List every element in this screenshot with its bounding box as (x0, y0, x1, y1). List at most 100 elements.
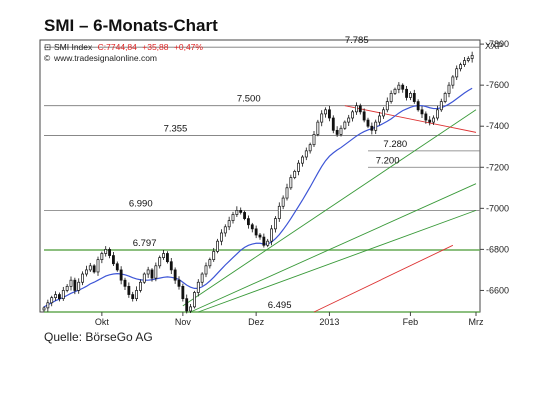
x-tick-label: Mrz (469, 317, 484, 327)
candle-body (112, 255, 115, 265)
candle (131, 291, 135, 302)
candle-body (308, 144, 312, 152)
candle-body (401, 84, 405, 90)
candle (424, 111, 428, 124)
candle-body (231, 214, 235, 221)
candle-body (50, 297, 54, 304)
candle (409, 91, 412, 101)
candle (177, 276, 181, 290)
candle (324, 107, 327, 118)
candle (351, 110, 354, 122)
candle-body (277, 205, 281, 219)
candle-body (69, 279, 73, 287)
level-label: 6.797 (133, 238, 157, 249)
candle-body (139, 281, 142, 291)
y-tick-label: -7600 (486, 80, 509, 90)
candle-body (223, 226, 227, 234)
candle (463, 57, 466, 67)
candle (455, 65, 459, 81)
candle-body (328, 109, 331, 119)
candle-body (81, 273, 84, 283)
candle-body (378, 115, 381, 123)
candle (235, 206, 239, 217)
candle-body (335, 129, 339, 135)
candle-body (162, 253, 165, 258)
candle (366, 117, 370, 129)
legend-change: +35,88 (142, 42, 169, 52)
candle (239, 207, 243, 215)
candle (73, 277, 77, 295)
candle-body (208, 259, 212, 267)
candle (61, 286, 65, 301)
candle-body (420, 109, 424, 115)
candle-body (88, 265, 92, 271)
candle-body (146, 269, 150, 275)
candle (231, 211, 235, 224)
candle-body (92, 265, 96, 273)
candle-body (235, 210, 239, 215)
level-labels: 7.785 7.500 7.355 7.280 7.200 6.990 6.797 6.495 (129, 35, 407, 311)
moving-average-line (43, 87, 473, 308)
candle-body (285, 187, 289, 199)
source-note: Quelle: BörseGo AG (44, 330, 153, 344)
candle-body (85, 269, 88, 275)
candle-body (212, 251, 216, 261)
candle-body (343, 121, 347, 129)
candle (227, 216, 231, 231)
candle-body (166, 253, 169, 263)
candle-body (428, 119, 432, 123)
candle-body (301, 156, 304, 164)
level-label: 7.500 (237, 94, 261, 105)
candle-body (119, 269, 123, 281)
candle-body (243, 212, 246, 219)
candle (139, 279, 142, 293)
candle-body (331, 117, 335, 131)
candle-body (135, 290, 138, 300)
candle (104, 246, 108, 257)
candle-body (61, 290, 65, 300)
candle-body (158, 257, 162, 267)
y-axis: -6600 -6800 -7000 -7200 -7400 -7600 -7800 (480, 39, 509, 295)
candle (115, 261, 119, 272)
candle (385, 97, 389, 113)
candle (416, 99, 420, 112)
candle (58, 292, 61, 302)
level-label: 7.280 (383, 139, 407, 150)
y-tick-label: -6600 (486, 285, 509, 295)
candle-body (58, 294, 61, 300)
candle-body (316, 121, 320, 135)
candle-body (258, 234, 262, 238)
candle (301, 155, 304, 167)
y-tick-label: -7800 (486, 39, 509, 49)
legend-change-pct: +0,47% (174, 42, 204, 52)
candle (169, 258, 173, 275)
candle-body (289, 177, 293, 189)
y-tick-label: -7000 (486, 203, 509, 213)
candle (216, 238, 219, 254)
candle (328, 105, 331, 122)
candle-body (436, 109, 439, 119)
candle (135, 286, 138, 302)
candle (281, 195, 285, 210)
candle (358, 103, 362, 115)
currency-label: XXP (485, 41, 503, 51)
candle-body (181, 285, 185, 300)
candle (50, 295, 54, 307)
level-label: 7.785 (345, 35, 369, 46)
candle (297, 160, 300, 176)
x-tick-label: Feb (403, 317, 419, 327)
candle (432, 115, 435, 125)
candle (382, 107, 385, 119)
candle-body (250, 224, 254, 230)
candle (200, 272, 204, 286)
candle-body (104, 249, 108, 254)
candle-body (463, 60, 466, 65)
candle-body (358, 105, 362, 113)
candle (88, 262, 92, 272)
y-tick-label: -7200 (486, 162, 509, 172)
candle (196, 279, 200, 297)
candle (220, 229, 223, 246)
y-tick-label: -6800 (486, 244, 509, 254)
candle (439, 98, 443, 112)
candle (335, 126, 339, 137)
